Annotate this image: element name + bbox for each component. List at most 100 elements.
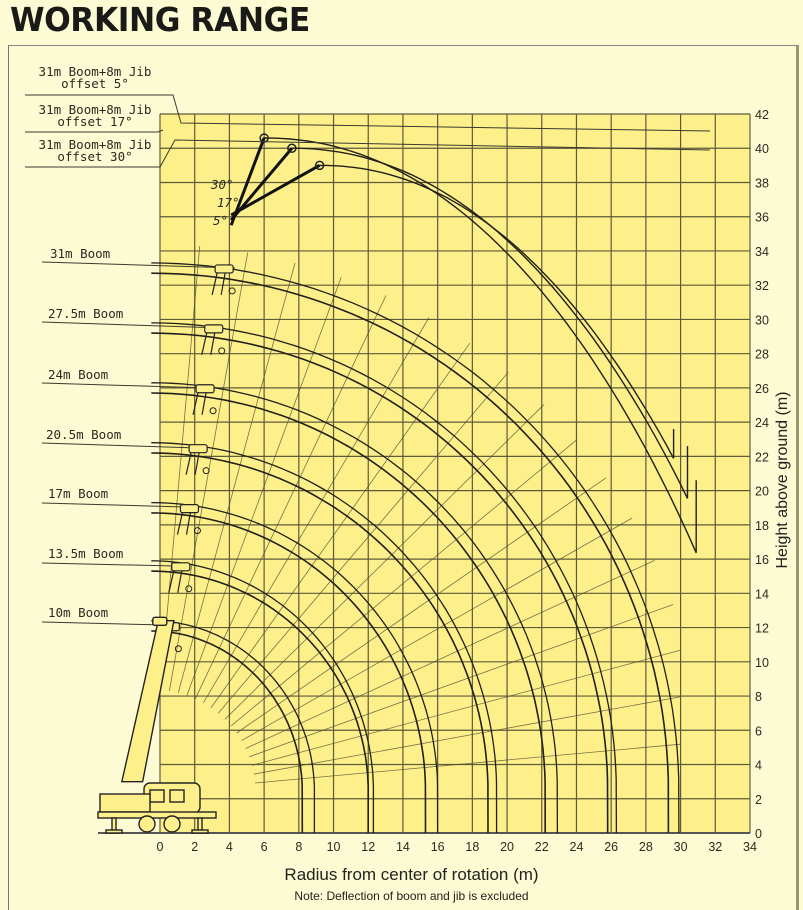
label-jib-offset-30: 31m Boom+8m Jib offset 30° — [38, 137, 152, 164]
boom-angle-guide — [255, 743, 681, 784]
boom-head-icon — [201, 392, 207, 415]
boom-range-curve — [151, 262, 680, 834]
x-tick-label: 26 — [604, 840, 618, 854]
y-tick-label: 42 — [755, 108, 769, 122]
hook-icon — [209, 407, 217, 415]
boom-angle-guide — [210, 342, 471, 709]
hook-icon — [218, 347, 226, 355]
label-leader-line — [41, 442, 199, 449]
hook-icon — [185, 585, 193, 593]
label-13-5m-boom: 13.5m Boom — [48, 546, 124, 561]
x-tick-label: 6 — [261, 840, 268, 854]
y-tick-label: 32 — [755, 279, 769, 293]
boom-range-curve — [151, 620, 316, 833]
boom-angle-guide — [236, 477, 607, 734]
boom-head-icon — [201, 332, 208, 355]
boom-range-curve — [151, 452, 489, 834]
label-leader-line — [41, 382, 209, 389]
label-10m-boom: 10m Boom — [48, 605, 109, 620]
y-tick-label: 36 — [755, 211, 769, 225]
x-tick-label: 8 — [295, 840, 302, 854]
boom-range-curve — [151, 272, 670, 834]
y-tick-label: 0 — [755, 827, 762, 841]
boom-head-icon — [192, 392, 199, 415]
y-tick-label: 22 — [755, 450, 769, 464]
y-tick-label: 20 — [755, 485, 769, 499]
boom-head-icon — [179, 504, 200, 514]
y-tick-label: 8 — [755, 690, 762, 704]
x-tick-label: 30 — [674, 840, 688, 854]
y-tick-label: 10 — [755, 656, 769, 670]
page-title: WORKING RANGE — [10, 0, 310, 39]
label-leader-line — [41, 621, 166, 626]
label-27-5m-boom: 27.5m Boom — [48, 306, 124, 321]
label-angle-17: 17° — [217, 195, 240, 210]
jib-arm — [230, 164, 321, 217]
label-angle-5: 5° — [213, 213, 229, 228]
x-tick-label: 20 — [500, 840, 514, 854]
boom-head-icon — [176, 512, 184, 535]
y-tick-label: 16 — [755, 553, 769, 567]
jib-range-curve — [264, 137, 697, 554]
boom-angle-guide — [186, 277, 342, 696]
boom-head-icon — [185, 512, 192, 535]
boom-range-curve — [151, 442, 498, 834]
x-tick-label: 14 — [396, 840, 410, 854]
boom-head-icon — [188, 444, 208, 454]
boom-head-icon — [195, 384, 215, 394]
label-angle-30: 30° — [211, 177, 234, 192]
crane-truck-icon — [97, 616, 217, 834]
boom-range-curve — [151, 501, 439, 834]
y-tick-label: 14 — [755, 587, 769, 601]
boom-angle-guide — [194, 295, 387, 699]
boom-head-icon — [168, 570, 175, 593]
jib-tip-sheave — [287, 143, 297, 153]
y-tick-label: 38 — [755, 176, 769, 190]
x-tick-label: 0 — [157, 840, 164, 854]
boom-range-curve — [151, 560, 375, 833]
boom-range-curve — [151, 392, 546, 834]
label-leader-line — [41, 261, 236, 269]
y-tick-label: 28 — [755, 348, 769, 362]
x-tick-label: 2 — [191, 840, 198, 854]
y-tick-label: 24 — [755, 416, 769, 430]
boom-head-icon — [204, 324, 224, 334]
boom-head-icon — [194, 452, 200, 475]
label-17m-boom: 17m Boom — [48, 486, 109, 501]
boom-range-curve — [151, 382, 559, 834]
label-leader-line — [25, 139, 711, 168]
x-tick-label: 4 — [226, 840, 233, 854]
y-tick-label: 18 — [755, 519, 769, 533]
boom-range-curve — [151, 332, 609, 834]
label-jib-offset-5: 31m Boom+8m Jib offset 5° — [38, 64, 152, 91]
boom-head-icon — [185, 452, 192, 475]
x-tick-label: 10 — [327, 840, 341, 854]
y-tick-label: 2 — [755, 793, 762, 807]
boom-head-icon — [177, 570, 183, 593]
y-tick-label: 12 — [755, 622, 769, 636]
x-tick-label: 32 — [708, 840, 722, 854]
boom-head-icon — [211, 272, 218, 296]
y-tick-label: 30 — [755, 313, 769, 327]
x-tick-label: 16 — [431, 840, 445, 854]
boom-angle-guide — [217, 372, 509, 714]
boom-head-icon — [171, 562, 191, 572]
boom-head-icon — [214, 264, 234, 274]
y-tick-label: 40 — [755, 142, 769, 156]
boom-angle-guide — [241, 517, 633, 741]
boom-range-curve — [151, 570, 369, 833]
x-tick-label: 22 — [535, 840, 549, 854]
label-leader-line — [41, 562, 176, 567]
boom-range-curve — [151, 512, 427, 834]
chart-frame — [8, 45, 799, 910]
boom-angle-guide — [177, 262, 296, 693]
boom-angle-guide — [230, 439, 577, 727]
boom-head-icon — [210, 332, 216, 355]
y-tick-label: 34 — [755, 245, 769, 259]
label-24m-boom: 24m Boom — [48, 367, 109, 382]
x-tick-label: 24 — [570, 840, 584, 854]
boom-angle-guide — [159, 246, 201, 690]
jib-tip-sheave — [314, 160, 325, 171]
hook-icon — [193, 527, 201, 535]
